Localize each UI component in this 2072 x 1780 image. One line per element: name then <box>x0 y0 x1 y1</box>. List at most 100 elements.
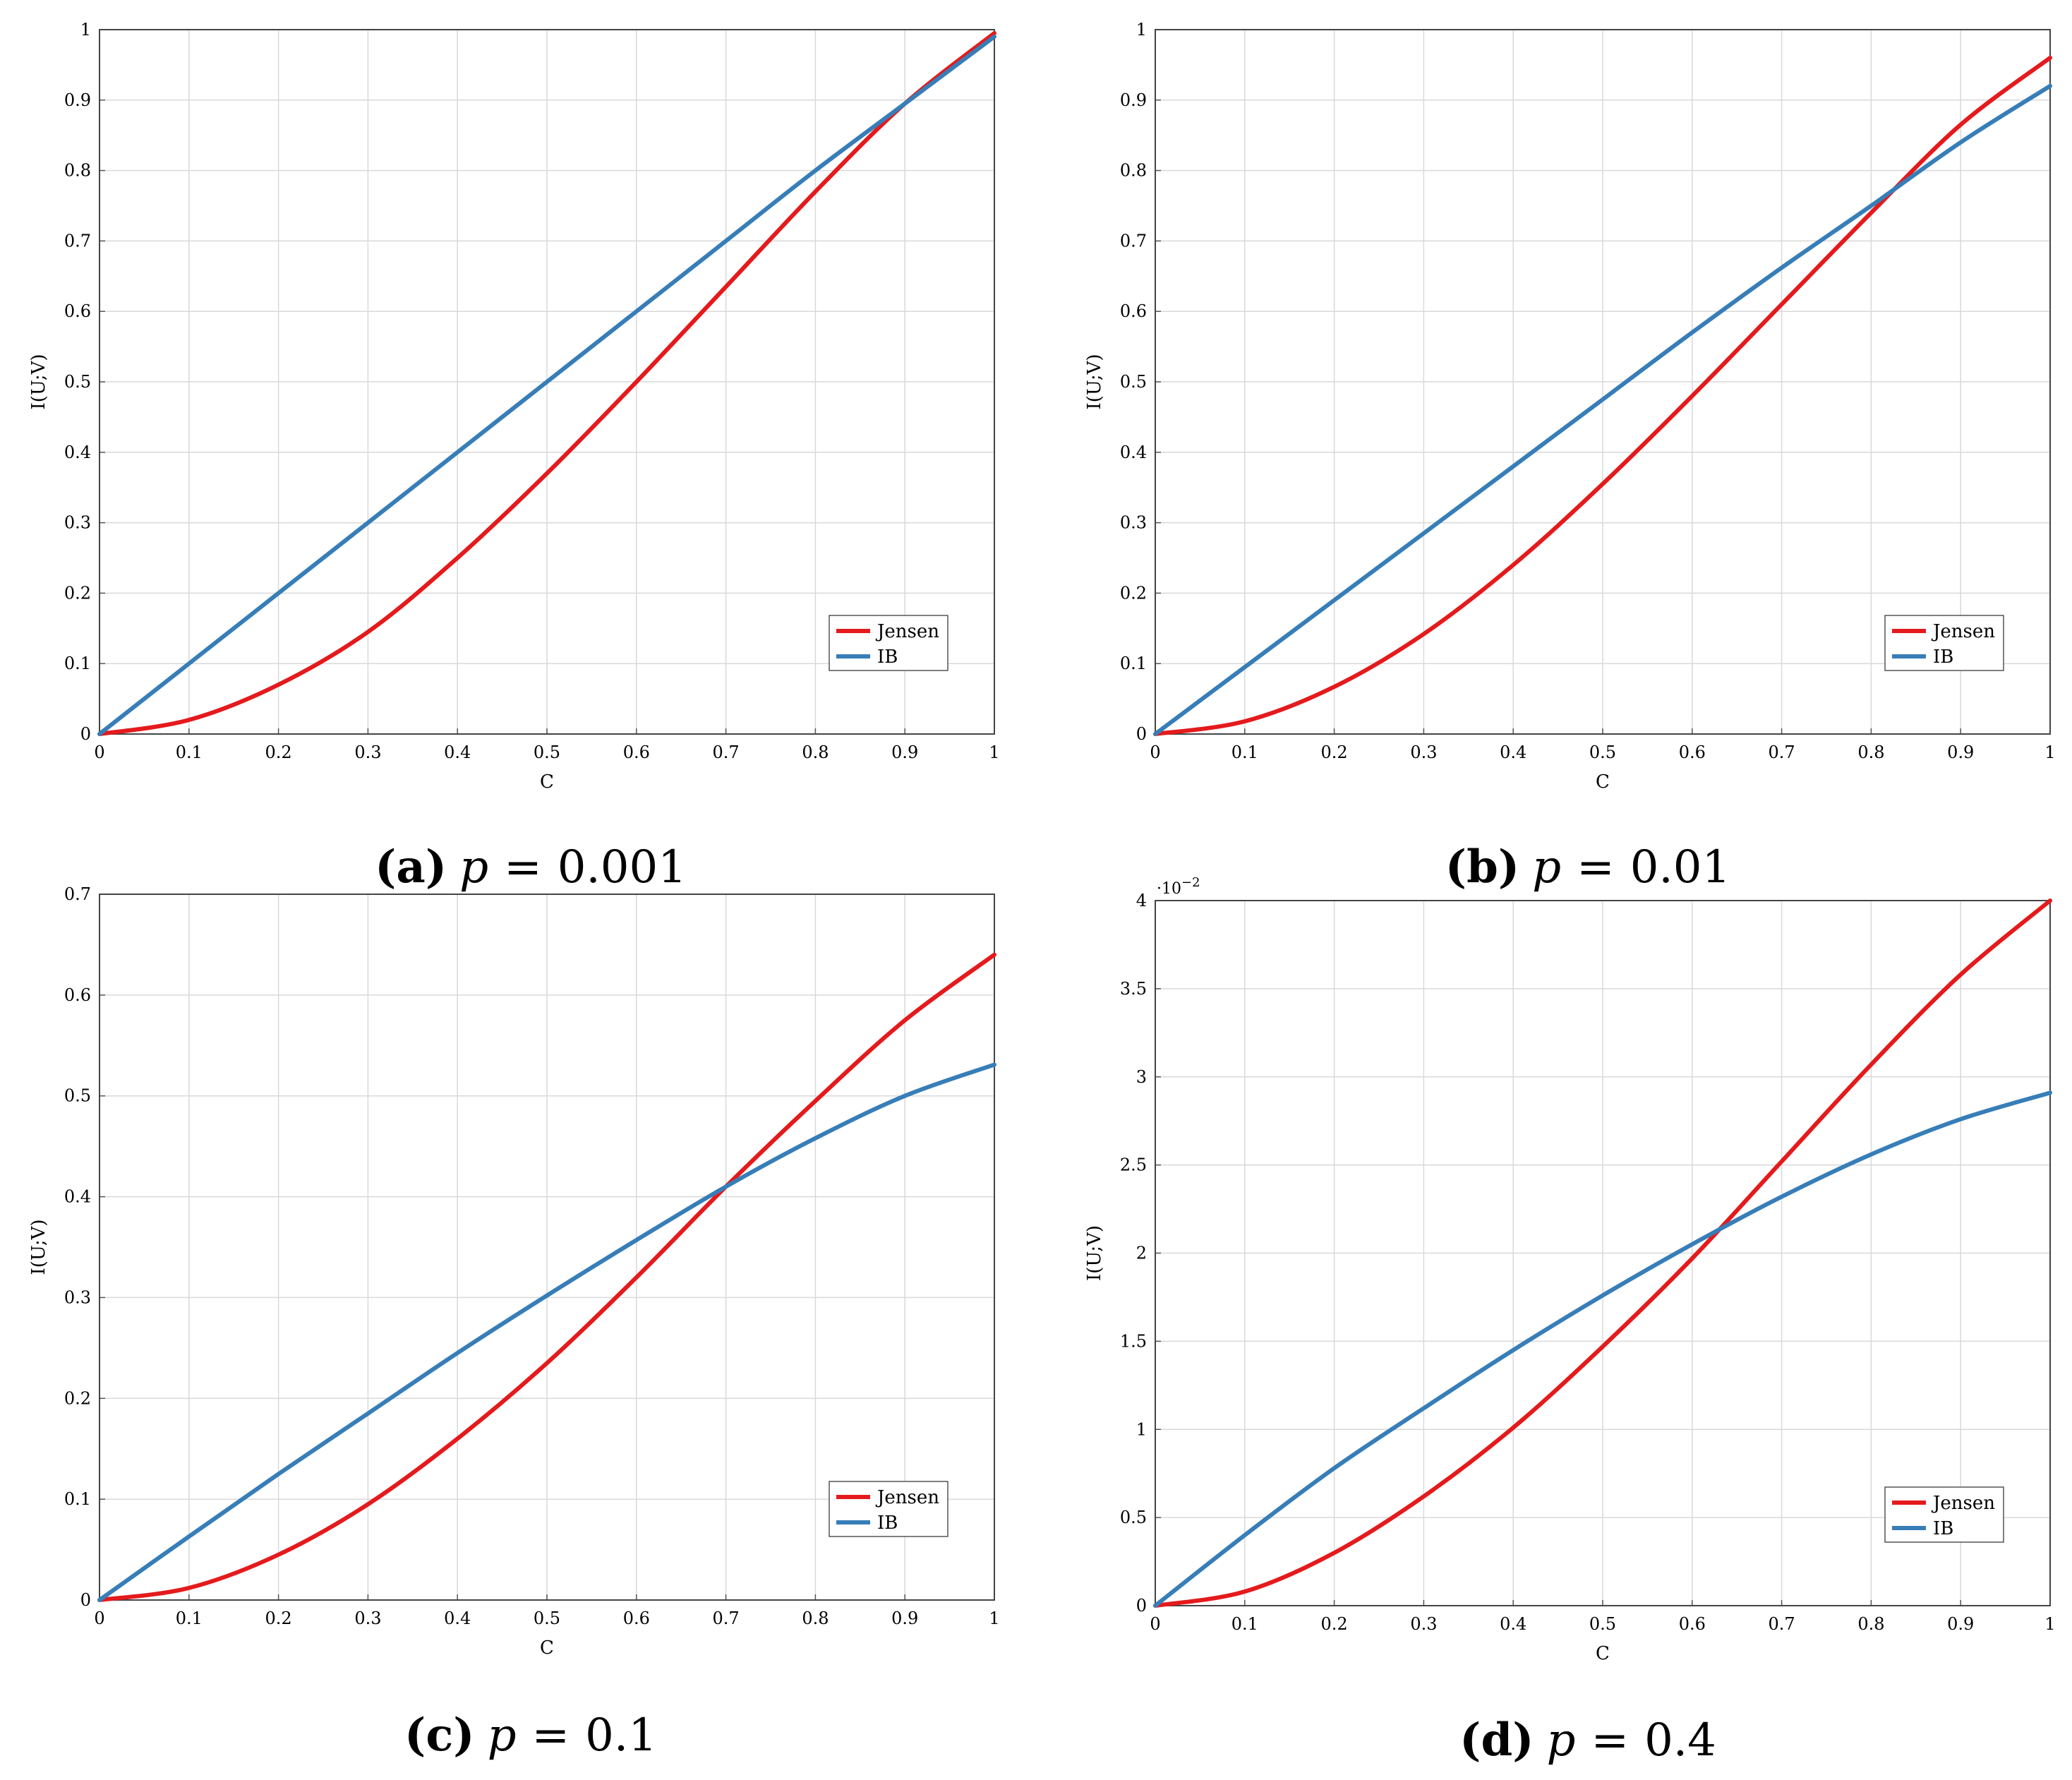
x-tick-label: 0.7 <box>713 742 740 762</box>
y-tick-label: 0.6 <box>64 301 91 321</box>
x-tick-label: 0.5 <box>1589 742 1616 762</box>
x-tick-label: 0.6 <box>1679 742 1706 762</box>
legend: Jensen IB <box>829 615 948 671</box>
legend-label-ib: IB <box>877 1513 898 1534</box>
legend-box <box>1884 615 2004 671</box>
x-tick-label: 0.1 <box>1231 1614 1258 1634</box>
legend-label-jensen: Jensen <box>875 1487 939 1508</box>
x-axis-label: C <box>1596 771 1610 793</box>
y-axis-label: I(U;V) <box>1084 1225 1105 1281</box>
y-axis-label: I(U;V) <box>28 354 49 409</box>
chart-panel-d: 0 0.1 0.2 0.3 0.4 0.5 0.6 0.7 0.8 0.9 1 0 0.5 1 1.5 2 2.… <box>1084 875 2056 1767</box>
y-tick-label: 3.5 <box>1120 979 1147 999</box>
caption-label: (d) <box>1459 1714 1534 1767</box>
y-tick-label: 0.7 <box>1120 231 1147 251</box>
x-tick-label: 0.6 <box>623 742 650 762</box>
x-tick-label: 0.9 <box>891 1608 918 1628</box>
legend-label-jensen: Jensen <box>1931 621 1995 642</box>
caption-label: (c) <box>404 1709 475 1762</box>
y-tick-label: 0.3 <box>64 513 91 533</box>
x-tick-label: 0.5 <box>534 1608 560 1628</box>
x-tick-label: 0.2 <box>1321 742 1348 762</box>
legend-label-ib: IB <box>1933 647 1953 668</box>
y-tick-label: 0.1 <box>1120 654 1147 673</box>
y-tick-label: 0.7 <box>64 884 91 904</box>
y-tick-label: 0.3 <box>1120 513 1147 533</box>
y-tick-label: 1 <box>1136 1419 1147 1439</box>
panel-caption: (c) p = 0.1 <box>404 1709 657 1762</box>
caption-value: 0.1 <box>585 1709 657 1762</box>
series-line-ib <box>1153 1090 2052 1608</box>
y-tick-label: 0.5 <box>64 1086 91 1106</box>
x-tick-label: 0.7 <box>1769 1614 1795 1634</box>
x-tick-label: 0.1 <box>176 742 203 762</box>
caption-equals: = <box>1577 841 1615 894</box>
caption-value: 0.001 <box>558 841 687 894</box>
y-tick-label: 0.5 <box>64 372 91 392</box>
panel-caption: (d) p = 0.4 <box>1459 1714 1716 1767</box>
x-tick-label: 0.7 <box>1769 742 1795 762</box>
x-tick-label: 0.3 <box>1410 742 1437 762</box>
x-tick-label: 0.3 <box>354 1608 381 1628</box>
chart-panel-b: 0 0.1 0.2 0.3 0.4 0.5 0.6 0.7 0.8 0.9 1 0 0.1 0.2 0.3 0… <box>1084 20 2056 894</box>
x-tick-label: 0.9 <box>1947 1614 1974 1634</box>
x-tick-label: 0.6 <box>1679 1614 1706 1634</box>
x-tick-label: 0.8 <box>802 742 829 762</box>
caption-variable: p <box>1532 841 1561 894</box>
series-line-ib <box>97 1062 996 1602</box>
caption-variable: p <box>488 1709 517 1762</box>
caption-label: (b) <box>1445 841 1519 894</box>
x-tick-label: 0.8 <box>1857 742 1884 762</box>
y-tick-label: 0 <box>1136 1596 1147 1616</box>
caption-value: 0.4 <box>1644 1714 1716 1767</box>
panel-caption: (a) p = 0.001 <box>375 841 687 894</box>
x-tick-label: 0 <box>94 742 104 762</box>
x-tick-label: 1 <box>2044 1614 2055 1634</box>
y-tick-label: 1 <box>1136 20 1147 40</box>
x-tick-label: 0.3 <box>354 742 381 762</box>
y-tick-label: 0.6 <box>1120 301 1147 321</box>
x-tick-label: 0.6 <box>623 1608 650 1628</box>
chart-panel-c: 0 0.1 0.2 0.3 0.4 0.5 0.6 0.7 0.8 0.9 1 0 0.1 0.2 0.3 0… <box>28 884 1000 1762</box>
legend-box <box>1884 1486 2004 1543</box>
x-tick-label: 0.4 <box>444 742 471 762</box>
y-multiplier-exponent: −2 <box>1181 875 1200 890</box>
x-tick-label: 0.3 <box>1410 1614 1437 1634</box>
y-tick-label: 2.5 <box>1120 1155 1147 1175</box>
x-tick-label: 0 <box>94 1608 104 1628</box>
y-tick-label: 0.1 <box>64 654 91 673</box>
x-tick-label: 0.4 <box>444 1608 471 1628</box>
legend: Jensen IB <box>829 1481 948 1537</box>
y-tick-label: 0 <box>1136 724 1147 744</box>
x-tick-label: 0.4 <box>1500 1614 1526 1634</box>
x-tick-label: 0 <box>1150 742 1160 762</box>
x-axis-label: C <box>1596 1643 1610 1664</box>
x-tick-label: 0.2 <box>265 1608 292 1628</box>
x-tick-label: 0.7 <box>713 1608 740 1628</box>
y-tick-label: 0 <box>80 1590 91 1610</box>
x-tick-label: 0.5 <box>1589 1614 1616 1634</box>
x-tick-label: 0.1 <box>176 1608 203 1628</box>
y-tick-label: 0.4 <box>64 1187 91 1207</box>
x-tick-label: 0.2 <box>265 742 292 762</box>
y-tick-label: 0.1 <box>64 1489 91 1509</box>
legend: Jensen IB <box>1884 1486 2004 1543</box>
legend-label-jensen: Jensen <box>875 621 939 642</box>
legend-box <box>829 615 948 671</box>
x-tick-label: 1 <box>989 1608 999 1628</box>
y-axis-label: I(U;V) <box>28 1219 49 1275</box>
caption-equals: = <box>532 1709 570 1762</box>
legend: Jensen IB <box>1884 615 2004 671</box>
caption-variable: p <box>1546 1714 1575 1767</box>
x-tick-label: 1 <box>2044 742 2055 762</box>
y-tick-label: 0.8 <box>64 161 91 181</box>
legend-label-jensen: Jensen <box>1931 1493 1995 1514</box>
y-tick-label: 0.2 <box>64 583 91 603</box>
y-tick-label: 0.5 <box>1120 372 1147 392</box>
caption-variable: p <box>459 841 488 894</box>
y-tick-label: 3 <box>1136 1067 1147 1087</box>
y-tick-label: 0.9 <box>1120 90 1147 110</box>
x-axis-label: C <box>540 1637 554 1659</box>
legend-box <box>829 1481 948 1537</box>
